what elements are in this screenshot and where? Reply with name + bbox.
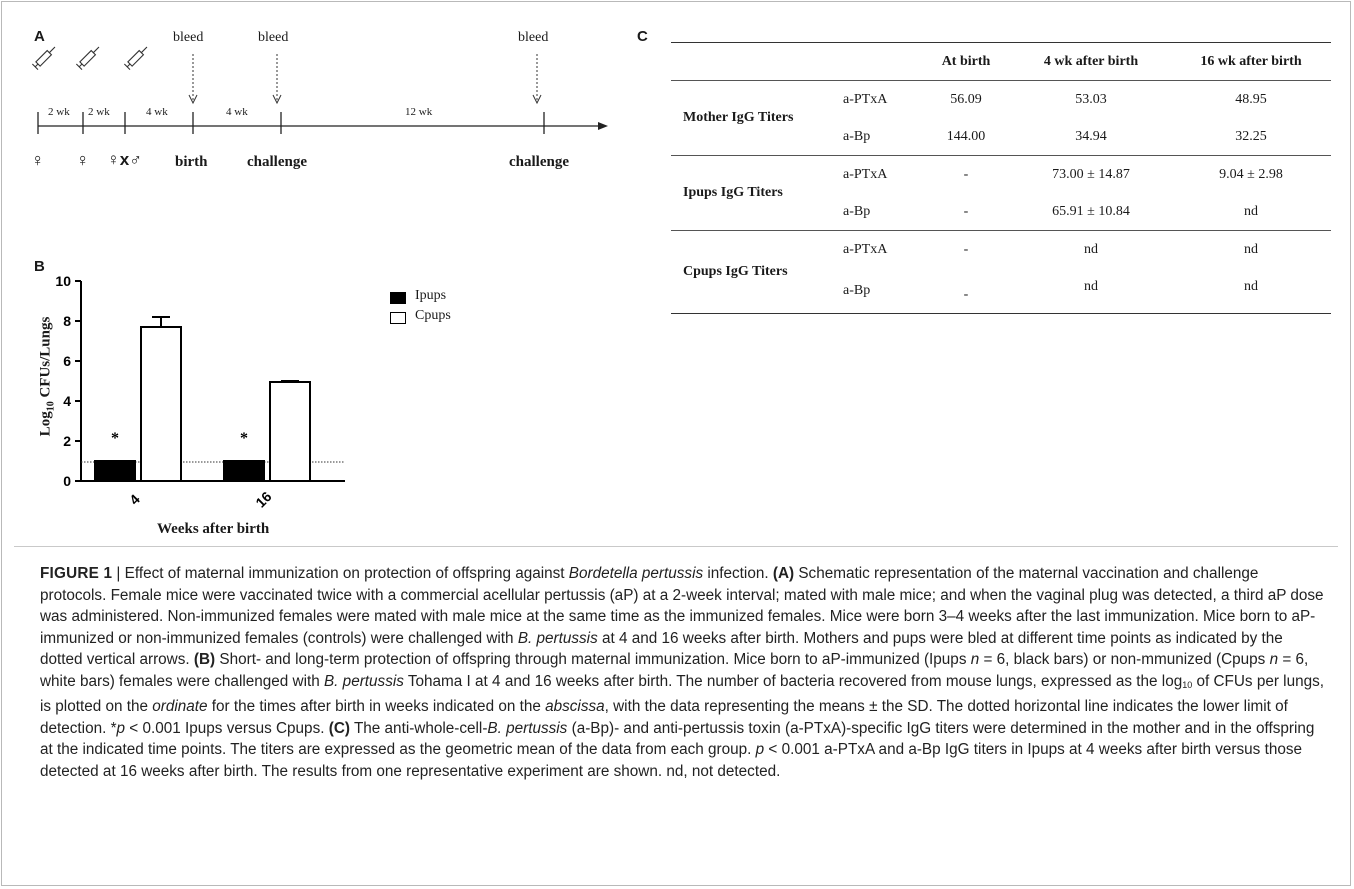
figure-caption: FIGURE 1 | Effect of maternal immunizati… bbox=[40, 565, 1325, 780]
bar-cpups bbox=[140, 326, 182, 482]
panel-a-timeline bbox=[31, 46, 608, 134]
y-tick-label: 0 bbox=[63, 473, 71, 489]
challenge-label: challenge bbox=[509, 154, 569, 170]
y-tick-label: 4 bbox=[63, 393, 71, 409]
titer-cell: nd bbox=[1244, 278, 1258, 294]
interval-label: 12 wk bbox=[405, 106, 433, 118]
y-tick-label: 2 bbox=[63, 433, 71, 449]
x-tick-label: 4 bbox=[126, 491, 143, 508]
panel-b-bar-chart: 0 2 4 6 8 10 * 4 * 16 bbox=[55, 273, 345, 511]
figure-label: FIGURE 1 bbox=[40, 565, 113, 582]
table-header-cell bbox=[671, 43, 831, 81]
titer-cell: - bbox=[963, 203, 969, 219]
caption-c-label: (C) bbox=[328, 719, 350, 737]
table-header-cell: 16 wk after birth bbox=[1200, 53, 1302, 69]
table-row: a-Bp 144.00 34.94 32.25 bbox=[671, 118, 1331, 156]
table-header-cell bbox=[831, 43, 921, 81]
bleed-label: bleed bbox=[518, 30, 549, 45]
titer-cell: nd bbox=[1244, 203, 1258, 219]
group-label: Mother IgG Titers bbox=[683, 110, 794, 125]
titer-cell: nd bbox=[1084, 241, 1098, 257]
table-row: Ipups IgG Titers a-PTxA - 73.00 ± 14.87 … bbox=[671, 155, 1331, 200]
syringe-icon bbox=[75, 46, 100, 71]
female-symbol: ♀ bbox=[31, 150, 45, 170]
titer-cell: 65.91 ± 10.84 bbox=[1052, 203, 1130, 219]
titer-cell: 32.25 bbox=[1235, 128, 1267, 144]
table-row: a-Bp - nd nd bbox=[671, 268, 1331, 314]
bar-cpups bbox=[269, 381, 311, 482]
table-header-cell: 4 wk after birth bbox=[1043, 53, 1139, 69]
syringe-icon bbox=[123, 46, 148, 71]
interval-label: 2 wk bbox=[88, 106, 110, 118]
antibody-cell: a-Bp bbox=[843, 128, 871, 144]
caption-b-label: (B) bbox=[193, 651, 216, 668]
syringe-icon bbox=[31, 46, 56, 71]
y-tick-label: 10 bbox=[55, 273, 71, 289]
bar-ipups bbox=[94, 460, 136, 482]
antibody-cell: a-PTxA bbox=[843, 241, 888, 257]
interval-label: 4 wk bbox=[146, 106, 168, 118]
titer-cell: - bbox=[963, 286, 969, 302]
titer-cell: 73.00 ± 14.87 bbox=[1052, 166, 1130, 182]
titer-cell: 48.95 bbox=[1235, 91, 1267, 107]
interval-label: 2 wk bbox=[48, 106, 70, 118]
timeline-arrowhead bbox=[598, 122, 608, 130]
table-header-row: At birth 4 wk after birth 16 wk after bi… bbox=[671, 42, 1331, 81]
significance-star: * bbox=[240, 430, 248, 447]
antibody-cell: a-PTxA bbox=[843, 166, 888, 182]
titer-table: At birth 4 wk after birth 16 wk after bi… bbox=[671, 42, 1331, 314]
table-row: Cpups IgG Titers a-PTxA - nd nd bbox=[671, 230, 1331, 279]
bar-ipups bbox=[223, 460, 265, 482]
titer-cell: nd bbox=[1084, 278, 1098, 294]
table-row: Mother IgG Titers a-PTxA 56.09 53.03 48.… bbox=[671, 80, 1331, 125]
caption-title: Effect of maternal immunization on prote… bbox=[124, 565, 569, 582]
legend-swatch-cpups bbox=[390, 312, 406, 324]
antibody-cell: a-Bp bbox=[843, 203, 871, 219]
titer-cell: 144.00 bbox=[946, 128, 986, 144]
legend-label-cpups: Cpups bbox=[415, 308, 451, 323]
caption-a-label: (A) bbox=[772, 565, 795, 582]
challenge-label: challenge bbox=[247, 154, 307, 170]
group-label: Ipups IgG Titers bbox=[683, 185, 783, 200]
antibody-cell: a-Bp bbox=[843, 282, 871, 298]
titer-cell: nd bbox=[1244, 241, 1258, 257]
titer-cell: 34.94 bbox=[1075, 128, 1107, 144]
significance-star: * bbox=[111, 430, 119, 447]
x-tick-label: 16 bbox=[252, 488, 274, 510]
panel-c-letter: C bbox=[637, 28, 648, 45]
titer-cell: 56.09 bbox=[950, 91, 982, 107]
female-symbol: ♀ bbox=[76, 150, 90, 170]
x-axis-label: Weeks after birth bbox=[157, 521, 270, 537]
titer-cell: 53.03 bbox=[1075, 91, 1107, 107]
titer-cell: 9.04 ± 2.98 bbox=[1219, 166, 1283, 182]
panel-b-letter: B bbox=[34, 258, 45, 275]
panel-a-letter: A bbox=[34, 28, 45, 45]
caption-divider bbox=[14, 546, 1338, 547]
table-header-cell: At birth bbox=[941, 53, 991, 69]
mating-symbol: ♀x♂ bbox=[107, 150, 142, 169]
antibody-cell: a-PTxA bbox=[843, 91, 888, 107]
legend-label-ipups: Ipups bbox=[415, 288, 447, 303]
legend-swatch-ipups bbox=[390, 292, 406, 304]
table-row: a-Bp - 65.91 ± 10.84 nd bbox=[671, 193, 1331, 231]
bleed-label: bleed bbox=[173, 30, 204, 45]
y-tick-label: 8 bbox=[63, 313, 71, 329]
titer-cell: - bbox=[963, 241, 969, 257]
birth-label: birth bbox=[175, 154, 208, 170]
interval-label: 4 wk bbox=[226, 106, 248, 118]
bleed-label: bleed bbox=[258, 30, 289, 45]
y-axis-label: Log10 CFUs/Lungs bbox=[37, 316, 57, 437]
y-tick-label: 6 bbox=[63, 353, 71, 369]
titer-cell: - bbox=[963, 166, 969, 182]
group-label: Cpups IgG Titers bbox=[683, 264, 788, 279]
